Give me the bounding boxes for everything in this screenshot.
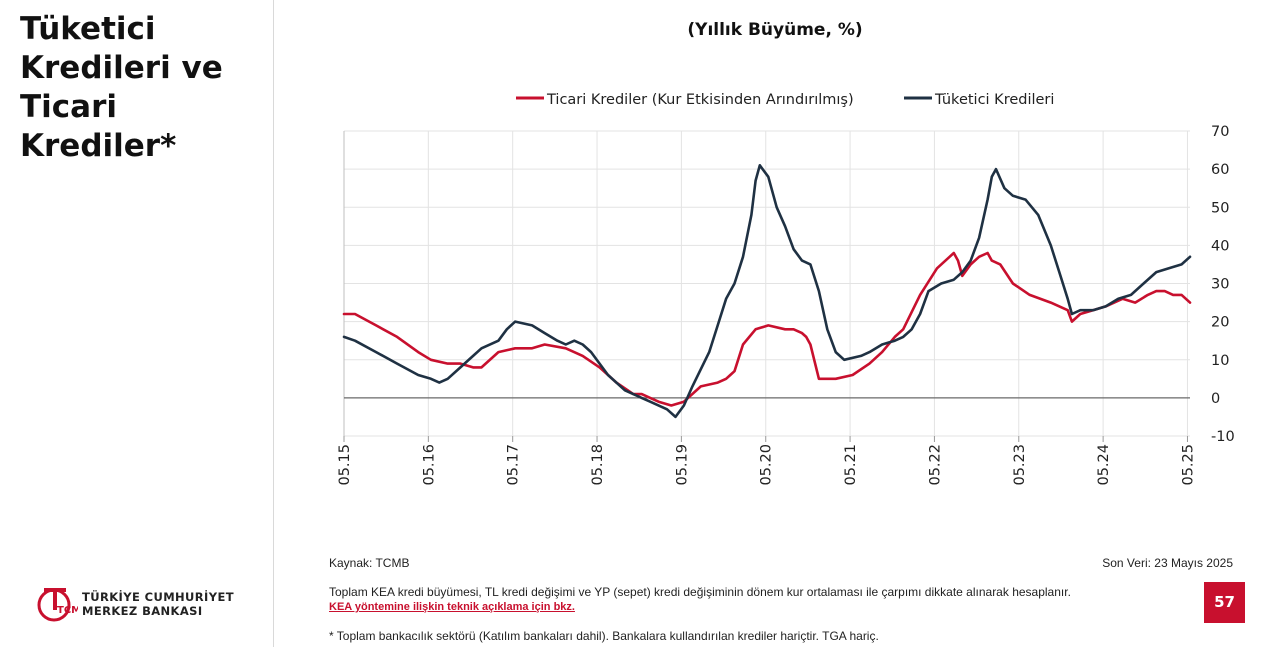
- chart-subtitle: (Yıllık Büyüme, %): [687, 20, 863, 40]
- vertical-divider: [273, 0, 274, 647]
- methodology-link[interactable]: KEA yöntemine ilişkin teknik açıklama iç…: [329, 601, 575, 613]
- y-tick-label: 70: [1211, 124, 1229, 140]
- x-tick-label: 05.25: [1180, 444, 1196, 486]
- y-axis: -10 0 10 20 30 40 50 60 70: [1211, 124, 1235, 445]
- y-tick-label: 10: [1211, 353, 1229, 369]
- x-tick-label: 05.19: [674, 444, 690, 486]
- logo-text: TÜRKİYE CUMHURİYET MERKEZ BANKASI: [82, 590, 234, 618]
- x-tick-label: 05.16: [421, 444, 437, 486]
- y-tick-label: 60: [1211, 162, 1229, 178]
- chart-grid: [343, 130, 1190, 437]
- x-tick-label: 05.23: [1012, 444, 1028, 486]
- series-line-consumer: [342, 164, 1192, 419]
- y-tick-label: -10: [1211, 429, 1235, 445]
- legend-label-consumer: Tüketici Kredileri: [934, 92, 1054, 108]
- slide-title: Tüketici Kredileri ve Ticari Krediler*: [20, 11, 223, 164]
- y-tick-label: 40: [1211, 238, 1229, 254]
- x-tick-label: 05.22: [927, 444, 943, 486]
- source-note: Kaynak: TCMB: [329, 556, 410, 570]
- y-tick-label: 30: [1211, 277, 1229, 293]
- legend-label-commercial: Ticari Krediler (Kur Etkisinden Arındırı…: [546, 92, 854, 108]
- y-tick-label: 50: [1211, 200, 1229, 216]
- chart-legend: Ticari Krediler (Kur Etkisinden Arındırı…: [516, 92, 1054, 108]
- y-tick-label: 20: [1211, 315, 1229, 331]
- footnote-scope: * Toplam bankacılık sektörü (Katılım ban…: [329, 629, 879, 643]
- y-tick-label: 0: [1211, 391, 1220, 407]
- logo-line-2: MERKEZ BANKASI: [82, 604, 203, 618]
- logo-line-1: TÜRKİYE CUMHURİYET: [82, 590, 234, 604]
- chart-series: [342, 164, 1192, 419]
- tcmb-logo-icon: TCMB: [37, 588, 78, 622]
- logo-mark: TCMB: [57, 605, 78, 616]
- x-tick-label: 05.21: [843, 444, 859, 486]
- page-number-badge: 57: [1204, 582, 1245, 623]
- x-tick-label: 05.20: [759, 444, 775, 486]
- x-tick-label: 05.15: [337, 444, 353, 486]
- x-tick-label: 05.18: [590, 444, 606, 486]
- series-line-commercial: [342, 251, 1192, 407]
- footnote-methodology: Toplam KEA kredi büyümesi, TL kredi deği…: [329, 585, 1071, 599]
- last-data-note: Son Veri: 23 Mayıs 2025: [1102, 556, 1233, 570]
- x-tick-label: 05.17: [506, 444, 522, 486]
- x-tick-label: 05.24: [1096, 444, 1112, 486]
- x-axis: 05.15 05.16 05.17 05.18 05.19 05.20 05.21 05.22…: [337, 436, 1196, 486]
